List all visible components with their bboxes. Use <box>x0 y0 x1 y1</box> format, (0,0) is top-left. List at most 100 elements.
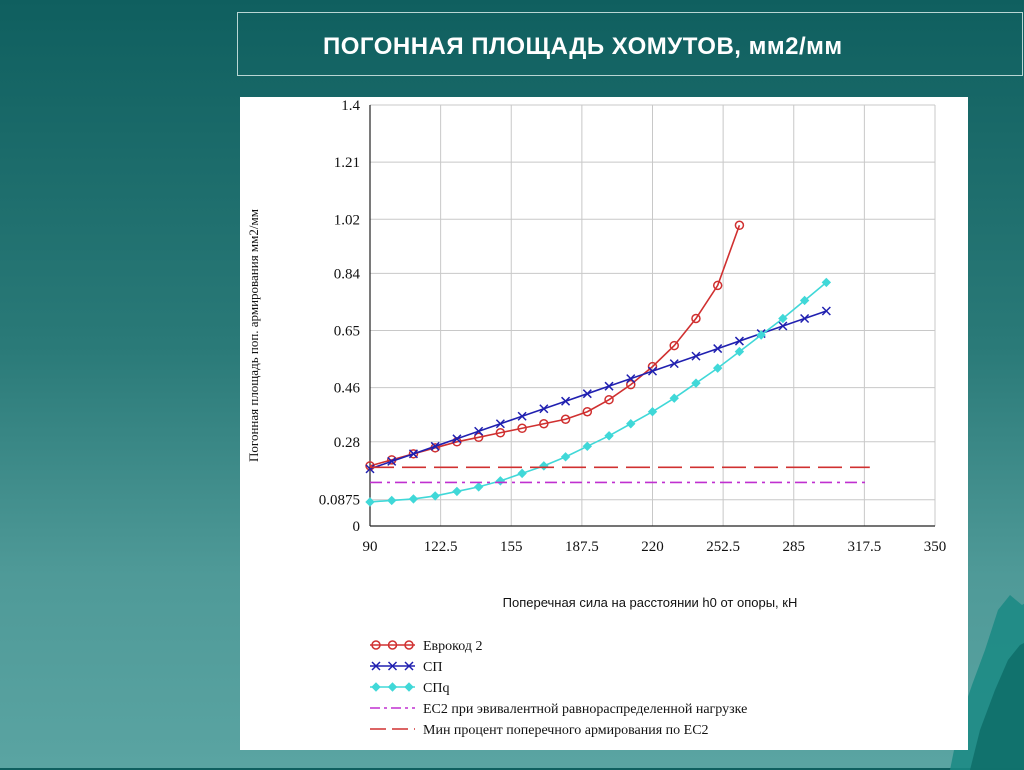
marker-stroke <box>495 419 505 429</box>
data-point-circle <box>669 340 679 351</box>
data-point-diamond <box>495 476 506 486</box>
data-point-x <box>517 411 527 421</box>
legend-label: Мин процент поперечного армирования по Е… <box>423 723 709 738</box>
y-tick-label: 0.84 <box>334 266 361 282</box>
y-tick-label: 0.65 <box>334 324 360 340</box>
data-point-circle <box>517 423 527 434</box>
marker-stroke <box>452 434 462 444</box>
data-point-diamond <box>799 295 810 306</box>
data-point-x <box>452 434 462 444</box>
data-point-x <box>474 426 484 436</box>
data-point-diamond <box>691 378 701 388</box>
legend-entry: СПq <box>370 681 449 696</box>
marker-stroke <box>365 464 375 474</box>
data-point-circle <box>582 406 593 417</box>
marker-stroke <box>371 661 381 671</box>
mountain-decoration <box>950 595 1024 770</box>
x-tick-label: 122.5 <box>424 539 458 555</box>
data-point-circle <box>404 640 414 650</box>
data-point-diamond <box>365 497 375 507</box>
series-2 <box>365 306 831 474</box>
y-axis-label: Погонная площадь поп. армирования мм2/мм <box>246 209 261 462</box>
data-point-x <box>387 456 397 466</box>
data-point-circle <box>626 379 636 390</box>
data-point-x <box>404 661 414 671</box>
x-tick-label: 220 <box>641 539 664 555</box>
marker-stroke <box>387 456 397 466</box>
data-point-x <box>387 661 398 671</box>
x-tick-label: 90 <box>363 539 378 555</box>
y-tick-label: 1.02 <box>334 212 360 228</box>
marker-stroke <box>539 404 549 414</box>
y-tick-label: 1.4 <box>341 98 360 114</box>
data-point-diamond <box>821 277 832 288</box>
chart-series <box>365 220 870 507</box>
legend-label: СПq <box>423 681 449 696</box>
title-box: ПОГОННАЯ ПЛОЩАДЬ ХОМУТОВ, мм2/мм <box>237 12 1023 76</box>
chart-panel: 90 122.5 155 187.5 220 252.5 285 317.5 350 0 0.087… <box>240 97 968 750</box>
data-point-x <box>371 661 381 671</box>
marker-stroke <box>626 374 636 384</box>
data-point-x <box>691 351 701 361</box>
data-point-x <box>734 336 744 346</box>
data-point-diamond <box>473 482 484 492</box>
marker-stroke <box>430 441 440 451</box>
data-point-circle <box>560 414 571 424</box>
chart-labels: 90 122.5 155 187.5 220 252.5 285 317.5 350 0 0.087… <box>246 98 946 610</box>
series-line <box>369 281 827 503</box>
data-point-diamond <box>404 682 414 692</box>
data-point-diamond <box>712 363 723 373</box>
data-point-x <box>800 313 810 324</box>
marker-stroke <box>517 411 527 421</box>
x-tick-label: 252.5 <box>706 539 740 555</box>
marker-stroke <box>691 351 701 361</box>
data-point-diamond <box>647 407 658 417</box>
data-point-diamond <box>430 491 440 501</box>
x-tick-label: 350 <box>924 539 947 555</box>
data-point-circle <box>604 394 614 405</box>
marker-stroke <box>713 344 723 354</box>
marker-stroke <box>408 449 418 459</box>
data-point-circle <box>473 432 484 443</box>
x-tick-label: 285 <box>783 539 806 555</box>
legend-label: СП <box>423 660 442 675</box>
marker-stroke <box>561 396 571 406</box>
legend-entry: СП <box>370 660 442 675</box>
chart-legend: Еврокод 2 СП СПq ЕС2 при эвивалентной равно… <box>370 639 747 738</box>
data-point-x <box>539 404 549 414</box>
data-point-circle <box>734 220 745 231</box>
marker-stroke <box>821 306 831 316</box>
chart-grid <box>369 104 936 527</box>
data-point-x <box>495 419 505 429</box>
data-point-diamond <box>560 452 571 462</box>
legend-label: Еврокод 2 <box>423 639 482 654</box>
legend-entry: ЕС2 при эвивалентной равнораспределенной… <box>370 702 747 717</box>
y-tick-label: 0.28 <box>334 435 360 451</box>
line-chart: 90 122.5 155 187.5 220 252.5 285 317.5 350 0 0.087… <box>246 98 946 738</box>
data-point-diamond <box>371 682 381 692</box>
data-point-x <box>365 464 375 474</box>
x-tick-label: 187.5 <box>565 539 599 555</box>
marker-stroke <box>778 321 788 331</box>
data-point-diamond <box>626 419 636 429</box>
data-point-diamond <box>408 494 419 504</box>
series-line <box>369 225 741 467</box>
data-point-x <box>582 389 592 399</box>
data-point-diamond <box>669 393 679 403</box>
data-point-diamond <box>387 495 397 506</box>
data-point-x <box>561 396 571 406</box>
data-point-diamond <box>452 486 462 497</box>
marker-stroke <box>647 366 658 376</box>
data-point-circle <box>371 640 381 650</box>
marker-stroke <box>474 426 484 436</box>
data-point-x <box>778 321 788 331</box>
y-tick-label: 0.46 <box>334 381 361 397</box>
series-3 <box>365 277 832 507</box>
marker-stroke <box>604 381 614 391</box>
data-point-x <box>821 306 831 316</box>
page-title: ПОГОННАЯ ПЛОЩАДЬ ХОМУТОВ, мм2/мм <box>323 33 843 60</box>
chart-axes <box>369 105 935 527</box>
marker-stroke <box>734 336 744 346</box>
data-point-x <box>626 374 636 384</box>
data-point-circle <box>495 428 506 438</box>
